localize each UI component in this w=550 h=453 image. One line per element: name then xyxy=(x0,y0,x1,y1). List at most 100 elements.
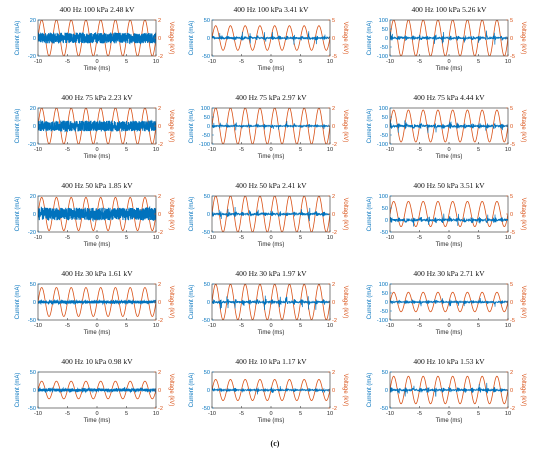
x-tick-label: -10 xyxy=(208,147,216,153)
x-tick-label: -5 xyxy=(65,235,70,241)
y2-tick-label: 2 xyxy=(332,106,335,112)
y2-tick-label: -2 xyxy=(158,54,163,60)
subplot-title: 400 Hz 30 kPa 1.97 kV xyxy=(235,269,307,278)
x-tick-label: -10 xyxy=(386,59,394,65)
x-tick-label: 0 xyxy=(447,147,450,153)
subplot-title: 400 Hz 100 kPa 3.41 kV xyxy=(233,5,309,14)
y2-tick-label: -2 xyxy=(158,230,163,236)
x-tick-label: 10 xyxy=(153,147,159,153)
current-series-line xyxy=(390,382,508,397)
y2-tick-label: 0 xyxy=(332,388,335,394)
subplot-title: 400 Hz 50 kPa 1.85 kV xyxy=(61,181,133,190)
current-series-line xyxy=(390,213,508,227)
y2-tick-label: 0 xyxy=(158,124,161,130)
y2-tick-label: 2 xyxy=(158,18,161,24)
x-tick-label: 5 xyxy=(477,59,480,65)
x-tick-label: 0 xyxy=(95,235,98,241)
y-tick-label: -50 xyxy=(202,230,210,236)
y-tick-label: 50 xyxy=(30,370,36,376)
y-tick-label: 100 xyxy=(379,106,388,112)
y2-axis-label: Voltage (kV) xyxy=(168,374,174,407)
subplot-title: 400 Hz 30 kPa 2.71 kV xyxy=(413,269,485,278)
y2-tick-label: -5 xyxy=(510,318,515,324)
y-tick-label: -50 xyxy=(202,133,210,139)
current-series-line xyxy=(38,119,156,133)
x-tick-label: 5 xyxy=(299,323,302,329)
current-series-line xyxy=(38,298,156,306)
y-tick-label: 50 xyxy=(204,18,210,24)
x-tick-label: -10 xyxy=(208,59,216,65)
subplot-1: 400 Hz 100 kPa 2.48 kV -10 -5 0 5 10 Time (ms)… xyxy=(15,5,174,72)
y-tick-label: -50 xyxy=(202,406,210,412)
y-tick-label: 0 xyxy=(385,388,388,394)
x-tick-label: 5 xyxy=(477,411,480,417)
x-tick-label: -5 xyxy=(417,411,422,417)
y-axis-label: Current (mA) xyxy=(189,109,195,144)
y-axis-label: Current (mA) xyxy=(367,197,373,232)
y2-tick-label: 2 xyxy=(158,282,161,288)
x-tick-label: 10 xyxy=(505,411,511,417)
x-axis-label: Time (ms) xyxy=(436,154,463,160)
x-tick-label: -10 xyxy=(34,147,42,153)
x-tick-label: -5 xyxy=(65,59,70,65)
current-series-line xyxy=(212,386,330,395)
y-tick-label: -50 xyxy=(380,133,388,139)
y-axis-label: Current (mA) xyxy=(15,109,21,144)
y-tick-label: 0 xyxy=(207,36,210,42)
x-tick-label: 10 xyxy=(153,323,159,329)
y2-axis-label: Voltage (kV) xyxy=(342,110,348,143)
y2-tick-label: 0 xyxy=(510,212,513,218)
x-tick-label: 10 xyxy=(327,323,333,329)
y-axis-label: Current (mA) xyxy=(367,373,373,408)
x-tick-label: 0 xyxy=(269,59,272,65)
y2-tick-label: 0 xyxy=(510,36,513,42)
x-tick-label: -5 xyxy=(65,411,70,417)
y-tick-label: 0 xyxy=(207,212,210,218)
y2-tick-label: 5 xyxy=(510,18,513,24)
y2-tick-label: -2 xyxy=(332,406,337,412)
subplot-title: 400 Hz 75 kPa 2.23 kV xyxy=(61,93,133,102)
x-axis-label: Time (ms) xyxy=(84,154,111,160)
y2-tick-label: 0 xyxy=(158,300,161,306)
y2-tick-label: 2 xyxy=(332,194,335,200)
y2-axis-label: Voltage (kV) xyxy=(342,374,348,407)
y2-axis-label: Voltage (kV) xyxy=(520,374,526,407)
subplot-title: 400 Hz 10 kPa 1.17 kV xyxy=(235,357,307,366)
y2-axis-label: Voltage (kV) xyxy=(168,22,174,55)
x-axis-label: Time (ms) xyxy=(84,418,111,424)
y-tick-label: 100 xyxy=(379,282,388,288)
y-axis-label: Current (mA) xyxy=(367,285,373,320)
y2-tick-label: 0 xyxy=(158,212,161,218)
y2-tick-label: 5 xyxy=(510,282,513,288)
y-tick-label: 50 xyxy=(382,291,388,297)
y-tick-label: 100 xyxy=(201,106,210,112)
subplot-4: 400 Hz 75 kPa 2.23 kV -10 -5 0 5 10 Time (ms) -… xyxy=(15,93,174,160)
y-tick-label: 100 xyxy=(379,18,388,24)
x-tick-label: 0 xyxy=(447,235,450,241)
y-tick-label: 100 xyxy=(379,194,388,200)
current-series-line xyxy=(38,205,156,223)
subplot-title: 400 Hz 75 kPa 4.44 kV xyxy=(413,93,485,102)
x-tick-label: -10 xyxy=(386,147,394,153)
subplot-title: 400 Hz 30 kPa 1.61 kV xyxy=(61,269,133,278)
x-tick-label: 5 xyxy=(125,323,128,329)
y-tick-label: -50 xyxy=(28,406,36,412)
y2-tick-label: 0 xyxy=(332,300,335,306)
y-tick-label: -100 xyxy=(377,142,388,148)
subplot-title: 400 Hz 75 kPa 2.97 kV xyxy=(235,93,307,102)
y-axis-label: Current (mA) xyxy=(367,109,373,144)
current-series-line xyxy=(212,31,330,45)
x-axis-label: Time (ms) xyxy=(258,418,285,424)
x-tick-label: 0 xyxy=(95,59,98,65)
x-tick-label: 10 xyxy=(505,59,511,65)
x-tick-label: -10 xyxy=(208,235,216,241)
y2-tick-label: -2 xyxy=(510,406,515,412)
x-axis-label: Time (ms) xyxy=(84,66,111,72)
x-axis-label: Time (ms) xyxy=(84,330,111,336)
x-tick-label: -10 xyxy=(386,235,394,241)
subplot-7: 400 Hz 50 kPa 1.85 kV -10 -5 0 5 10 Time (ms) -… xyxy=(15,181,174,248)
